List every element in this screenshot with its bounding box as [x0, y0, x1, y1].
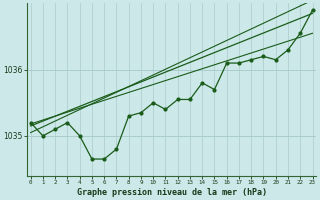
X-axis label: Graphe pression niveau de la mer (hPa): Graphe pression niveau de la mer (hPa): [76, 188, 267, 197]
